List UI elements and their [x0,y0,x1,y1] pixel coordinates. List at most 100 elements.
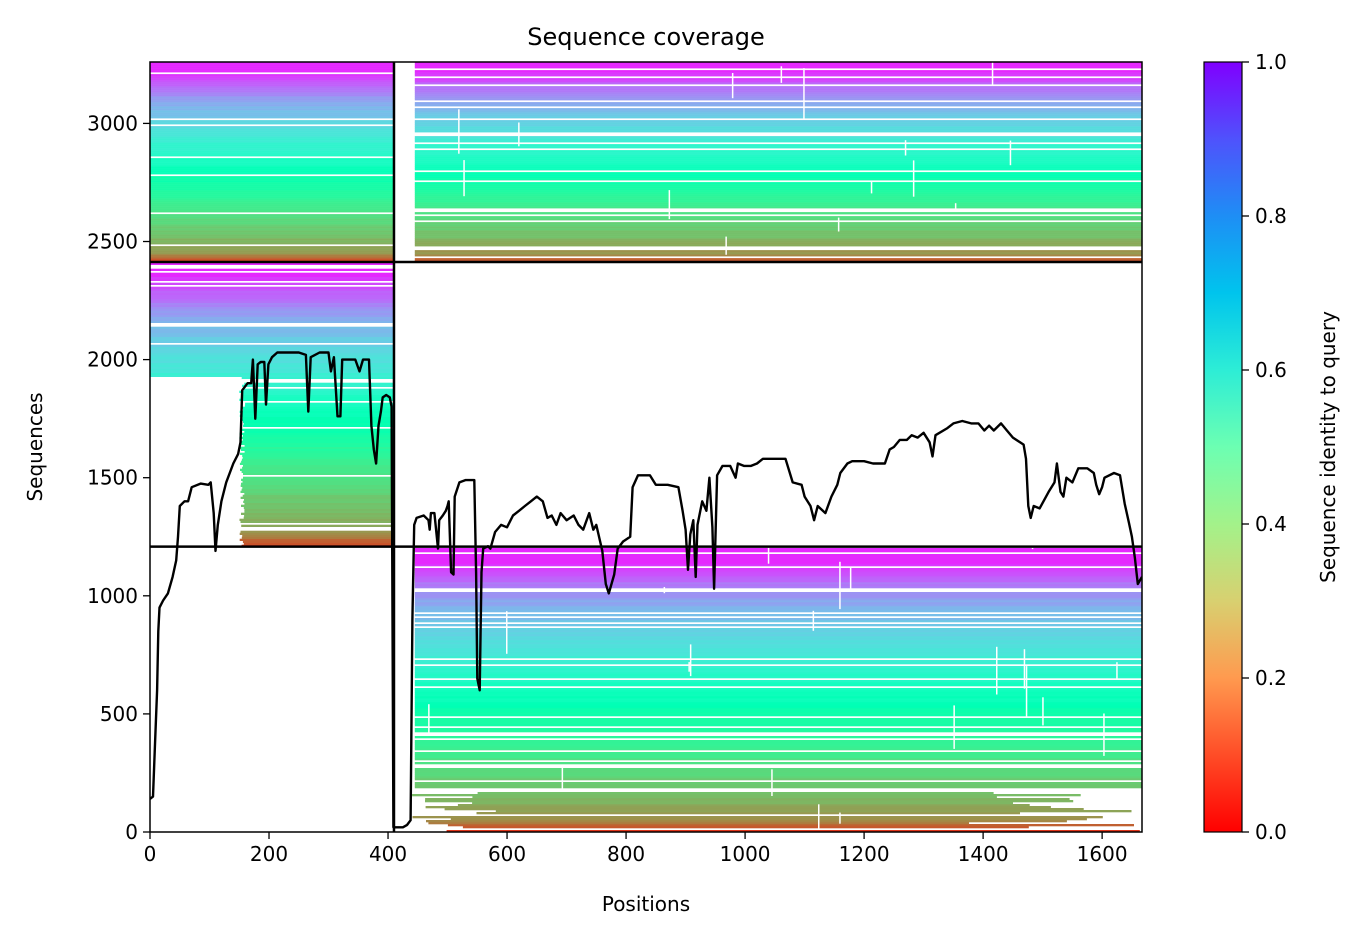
colorbar-tick-label: 0.0 [1255,820,1287,844]
coverage-stripe [450,818,1087,821]
coverage-stripe [414,756,1142,759]
coverage-stripe [150,316,394,319]
coverage-gap [945,323,947,347]
coverage-stripe [414,582,1142,585]
coverage-stripe [457,804,1030,807]
coverage-stripe [244,514,394,517]
coverage-stripe [414,124,1142,127]
coverage-gap [1027,277,1029,296]
coverage-stripe [150,188,394,191]
coverage-stripe [414,742,1142,745]
coverage-stripe [150,150,394,153]
coverage-gap [954,203,957,212]
coverage-stripe [242,438,394,441]
coverage-stripe [241,412,394,415]
coverage-stripe [150,350,394,353]
coverage-stripe [414,598,1142,601]
coverage-stripe [150,88,394,91]
coverage-gap [803,68,805,119]
coverage-stripe [242,416,394,419]
coverage-stripe [150,340,394,343]
coverage-stripe [150,86,394,89]
coverage-stripe [241,482,394,485]
coverage-stripe [150,104,394,107]
coverage-stripe [150,256,394,259]
coverage-gap [977,350,979,402]
coverage-stripe [150,146,394,149]
coverage-stripe [414,730,1142,733]
coverage-stripe [150,162,394,165]
coverage-stripe [239,518,394,521]
colorbar-tick-label: 0.8 [1255,204,1287,228]
coverage-stripe [414,140,1142,143]
coverage-stripe [241,524,394,527]
coverage-stripe [414,554,1142,557]
coverage-stripe [414,600,1142,603]
coverage-stripe [244,502,394,505]
coverage-stripe [414,580,1142,583]
coverage-stripe [150,170,394,173]
coverage-stripe [239,446,394,449]
coverage-stripe [244,444,394,447]
coverage-stripe [150,176,394,179]
coverage-stripe [414,592,1142,595]
coverage-stripe [150,80,394,83]
coverage-stripe [150,344,394,347]
coverage-stripe [150,144,394,147]
coverage-stripe [150,288,394,291]
coverage-stripe [414,586,1142,589]
coverage-stripe [414,610,1142,613]
coverage-stripe [150,186,394,189]
coverage-stripe [150,138,394,141]
coverage-stripe [243,464,394,467]
coverage-stripe [240,440,394,443]
coverage-gap [904,140,907,156]
coverage-stripe [414,642,1142,645]
coverage-gap [709,451,711,458]
coverage-stripe [414,250,1142,253]
coverage-stripe [414,172,1142,175]
coverage-stripe [414,196,1142,199]
coverage-stripe [150,106,394,109]
coverage-stripe [150,268,394,271]
coverage-stripe [150,116,394,119]
coverage-stripe [150,64,394,67]
x-axis-title: Positions [602,892,690,916]
coverage-stripe [244,508,394,511]
coverage-stripe [414,646,1142,649]
coverage-stripe [244,498,394,501]
coverage-stripe [150,198,394,201]
coverage-stripe [414,748,1142,751]
coverage-stripe [477,792,994,795]
coverage-stripe [414,154,1142,157]
coverage-stripe [150,362,394,365]
coverage-stripe [414,112,1142,115]
coverage-stripe [414,714,1142,717]
coverage-stripe [414,666,1142,669]
coverage-stripe [150,98,394,101]
coverage-stripe [240,490,394,493]
coverage-stripe [150,248,394,251]
coverage-stripe [414,120,1142,123]
coverage-stripe [150,234,394,237]
coverage-stripe [414,674,1142,677]
coverage-stripe [414,176,1142,179]
coverage-stripe [150,100,394,103]
coverage-stripe [414,78,1142,81]
coverage-gap [688,662,690,672]
coverage-stripe [243,408,394,411]
coverage-stripe [414,146,1142,149]
coverage-stripe [239,538,394,541]
coverage-stripe [150,166,394,169]
x-tick-label: 600 [488,842,526,866]
coverage-stripe [150,108,394,111]
coverage-stripe [150,224,394,227]
coverage-stripe [244,382,394,385]
coverage-stripe [414,136,1142,139]
coverage-stripe [414,128,1142,131]
coverage-stripe [414,202,1142,205]
coverage-stripe [414,158,1142,161]
coverage-stripe [414,88,1142,91]
coverage-stripe [150,258,394,261]
coverage-stripe [150,66,394,69]
